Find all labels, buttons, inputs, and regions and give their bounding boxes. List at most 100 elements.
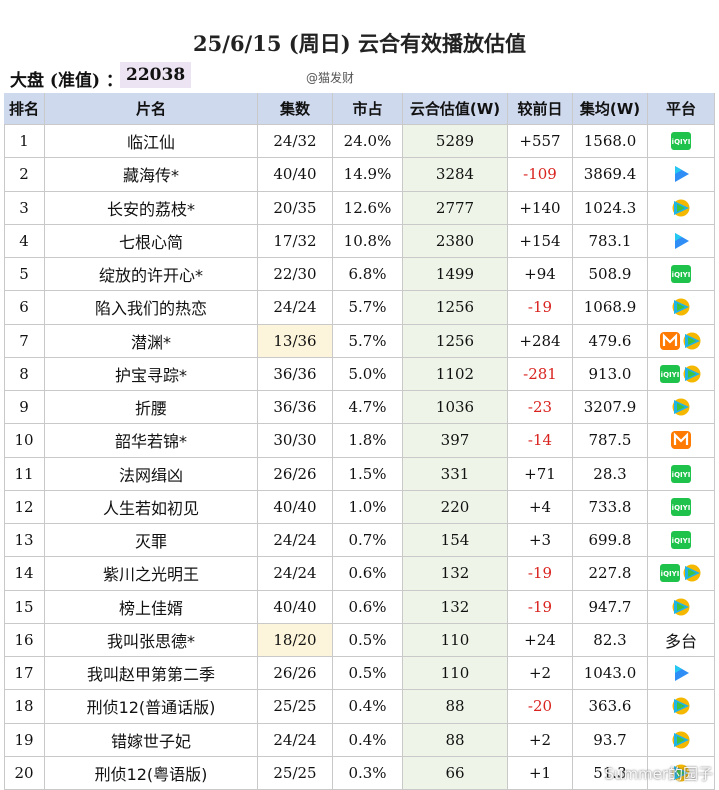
table-cell: 4.7% xyxy=(333,391,403,425)
table-cell: -19 xyxy=(508,590,573,624)
platform-icon xyxy=(670,663,692,683)
table-cell: -23 xyxy=(508,391,573,425)
table-cell: -109 xyxy=(508,158,573,192)
table-cell: 刑侦12(普通话版) xyxy=(45,690,258,724)
title: 25/6/15 (周日) 云合有效播放估值 xyxy=(193,31,526,56)
table-cell: 19 xyxy=(4,723,45,757)
table-cell: 2 xyxy=(4,158,45,192)
platform-cell: iQIYI xyxy=(648,125,715,159)
table-cell: 397 xyxy=(403,424,508,458)
platform-icon xyxy=(670,198,692,218)
table-cell: 0.4% xyxy=(333,690,403,724)
platform-cell xyxy=(648,291,715,325)
platform-icon xyxy=(670,297,692,317)
platform-icon: iQIYI xyxy=(670,497,692,517)
table-cell: +2 xyxy=(508,657,573,691)
platform-cell xyxy=(648,590,715,624)
table-cell: 40/40 xyxy=(258,158,333,192)
table-cell: 363.6 xyxy=(573,690,648,724)
table-cell: 5289 xyxy=(403,125,508,159)
platform-cell xyxy=(648,723,715,757)
column-header: 集均(W) xyxy=(573,93,648,125)
platform-cell xyxy=(648,657,715,691)
table-cell: 3207.9 xyxy=(573,391,648,425)
table-cell: 1499 xyxy=(403,258,508,292)
table-cell: 1024.3 xyxy=(573,191,648,225)
table-cell: 15 xyxy=(4,590,45,624)
table-cell: +1 xyxy=(508,756,573,790)
table-cell: 2777 xyxy=(403,191,508,225)
table-cell: 0.6% xyxy=(333,557,403,591)
column-header: 市占 xyxy=(333,93,403,125)
platform-icon xyxy=(670,696,692,716)
platform-cell: iQIYI xyxy=(648,258,715,292)
table-cell: 18/20 xyxy=(258,623,333,657)
table-cell: 0.5% xyxy=(333,657,403,691)
table-cell: 0.7% xyxy=(333,524,403,558)
platform-cell xyxy=(648,424,715,458)
table-cell: 陷入我们的热恋 xyxy=(45,291,258,325)
table-cell: 1.8% xyxy=(333,424,403,458)
table-cell: 1068.9 xyxy=(573,291,648,325)
table-cell: 3 xyxy=(4,191,45,225)
table-cell: 0.6% xyxy=(333,590,403,624)
svg-text:iQIYI: iQIYI xyxy=(661,570,680,578)
total-label: 大盘 (准值) ： xyxy=(10,71,123,91)
svg-text:iQIYI: iQIYI xyxy=(672,138,691,146)
table-cell: 17 xyxy=(4,657,45,691)
table-cell: 24/24 xyxy=(258,524,333,558)
table-cell: 12 xyxy=(4,490,45,524)
table-cell: 我叫张思德* xyxy=(45,623,258,657)
table-cell: 787.5 xyxy=(573,424,648,458)
table-cell: 733.8 xyxy=(573,490,648,524)
table-cell: 699.8 xyxy=(573,524,648,558)
table-cell: 24.0% xyxy=(333,125,403,159)
table-cell: +4 xyxy=(508,490,573,524)
table-cell: 331 xyxy=(403,457,508,491)
table-cell: 28.3 xyxy=(573,457,648,491)
table-cell: 3284 xyxy=(403,158,508,192)
platform-cell: iQIYI xyxy=(648,557,715,591)
table-cell: 1.0% xyxy=(333,490,403,524)
table-cell: 36/36 xyxy=(258,391,333,425)
table-cell: -19 xyxy=(508,291,573,325)
platform-icon xyxy=(681,563,703,583)
table-cell: 6 xyxy=(4,291,45,325)
table-cell: 藏海传* xyxy=(45,158,258,192)
platform-icon xyxy=(659,331,681,351)
table-cell: 10 xyxy=(4,424,45,458)
table-cell: +3 xyxy=(508,524,573,558)
column-header: 较前日 xyxy=(508,93,573,125)
table-cell: +284 xyxy=(508,324,573,358)
platform-icon xyxy=(681,331,703,351)
table-cell: 0.5% xyxy=(333,623,403,657)
platform-cell xyxy=(648,690,715,724)
platform-cell: iQIYI xyxy=(648,524,715,558)
table-cell: 25/25 xyxy=(258,690,333,724)
table-cell: 66 xyxy=(403,756,508,790)
platform-cell: 多台 xyxy=(648,623,715,657)
table-cell: 110 xyxy=(403,623,508,657)
table-cell: 913.0 xyxy=(573,357,648,391)
platform-icon xyxy=(670,597,692,617)
table-cell: 783.1 xyxy=(573,224,648,258)
platform-cell xyxy=(648,224,715,258)
table-cell: 6.8% xyxy=(333,258,403,292)
table-cell: 法网缉凶 xyxy=(45,457,258,491)
table-cell: 20/35 xyxy=(258,191,333,225)
table-cell: 1256 xyxy=(403,291,508,325)
table-cell: 88 xyxy=(403,723,508,757)
table-cell: 绽放的许开心* xyxy=(45,258,258,292)
table-cell: 479.6 xyxy=(573,324,648,358)
table-cell: 3869.4 xyxy=(573,158,648,192)
total-value: 22038 xyxy=(120,62,192,88)
table-cell: 5.7% xyxy=(333,291,403,325)
table-cell: 16 xyxy=(4,623,45,657)
table-cell: 错嫁世子妃 xyxy=(45,723,258,757)
table-cell: 26/26 xyxy=(258,657,333,691)
column-header: 平台 xyxy=(648,93,715,125)
table-cell: 5.7% xyxy=(333,324,403,358)
column-header: 片名 xyxy=(45,93,258,125)
table-cell: -20 xyxy=(508,690,573,724)
